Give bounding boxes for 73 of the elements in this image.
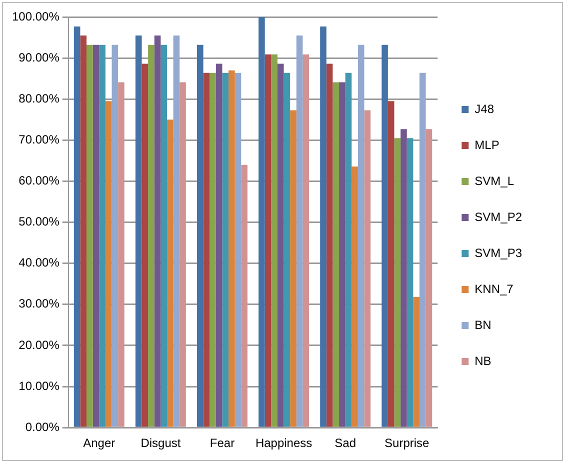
bar — [167, 120, 174, 427]
bar — [112, 44, 118, 427]
y-tick-label: 30.00% — [18, 296, 60, 311]
bar — [160, 44, 167, 427]
bar — [302, 54, 310, 427]
bar — [426, 129, 432, 427]
bar — [80, 35, 87, 427]
bar — [105, 101, 112, 427]
legend-label: SVM_P2 — [474, 210, 522, 224]
bar — [290, 110, 296, 427]
bar — [406, 138, 414, 427]
bar — [419, 72, 426, 427]
bar — [173, 35, 180, 427]
x-tick-label: Sad — [334, 436, 356, 450]
y-tick-label: 100.00% — [12, 9, 60, 24]
y-tick-label: 50.00% — [18, 214, 60, 229]
bar — [222, 72, 229, 427]
x-tick-label: Disgust — [140, 436, 182, 450]
bar — [210, 72, 216, 427]
bar — [394, 138, 401, 427]
bar — [234, 72, 242, 427]
bar — [92, 44, 100, 427]
legend-label: BN — [474, 318, 492, 332]
bar — [118, 82, 124, 427]
x-tick-label: Anger — [83, 436, 116, 450]
bar — [326, 64, 333, 427]
legend-label: MLP — [474, 138, 500, 152]
y-tick-label: 20.00% — [18, 338, 60, 352]
bar — [364, 110, 371, 427]
bar — [154, 35, 161, 427]
bar — [180, 82, 186, 427]
bar — [339, 82, 346, 427]
legend-label: J48 — [474, 102, 494, 116]
bar — [345, 72, 352, 427]
y-tick-label: 80.00% — [18, 91, 60, 106]
legend-label: NB — [474, 354, 492, 368]
y-tick-label: 10.00% — [18, 378, 60, 393]
bar — [241, 164, 248, 427]
y-tick-label: 0.00% — [25, 420, 60, 434]
x-tick-label: Happiness — [255, 436, 312, 450]
bar — [284, 72, 290, 427]
bar — [203, 72, 210, 427]
bar — [264, 54, 272, 427]
bar — [99, 44, 106, 427]
bar — [413, 297, 420, 427]
bar — [74, 26, 80, 427]
x-tick-label: Fear — [210, 436, 235, 450]
bar — [388, 101, 394, 427]
y-tick-label: 40.00% — [18, 256, 60, 270]
bar — [258, 17, 265, 427]
bar — [352, 166, 358, 427]
bar — [332, 82, 340, 427]
bar — [148, 44, 154, 427]
legend-label: KNN_7 — [474, 282, 514, 296]
bar — [320, 26, 326, 427]
legend-label: SVM_L — [474, 174, 514, 188]
bar — [216, 64, 222, 427]
y-tick-label: 90.00% — [18, 50, 60, 64]
x-tick-label: Surprise — [384, 436, 430, 450]
bar — [382, 44, 388, 427]
legend-label: SVM_P3 — [474, 246, 522, 260]
bar — [400, 129, 407, 427]
bar — [86, 44, 93, 427]
bar — [197, 44, 204, 427]
y-tick-label: 70.00% — [18, 132, 60, 146]
bar — [228, 70, 235, 427]
y-tick-label: 60.00% — [18, 174, 60, 188]
bar — [135, 35, 142, 427]
bar — [296, 35, 303, 427]
bar — [277, 64, 284, 427]
bar — [271, 54, 278, 427]
bar — [358, 44, 364, 427]
bar — [142, 64, 148, 427]
